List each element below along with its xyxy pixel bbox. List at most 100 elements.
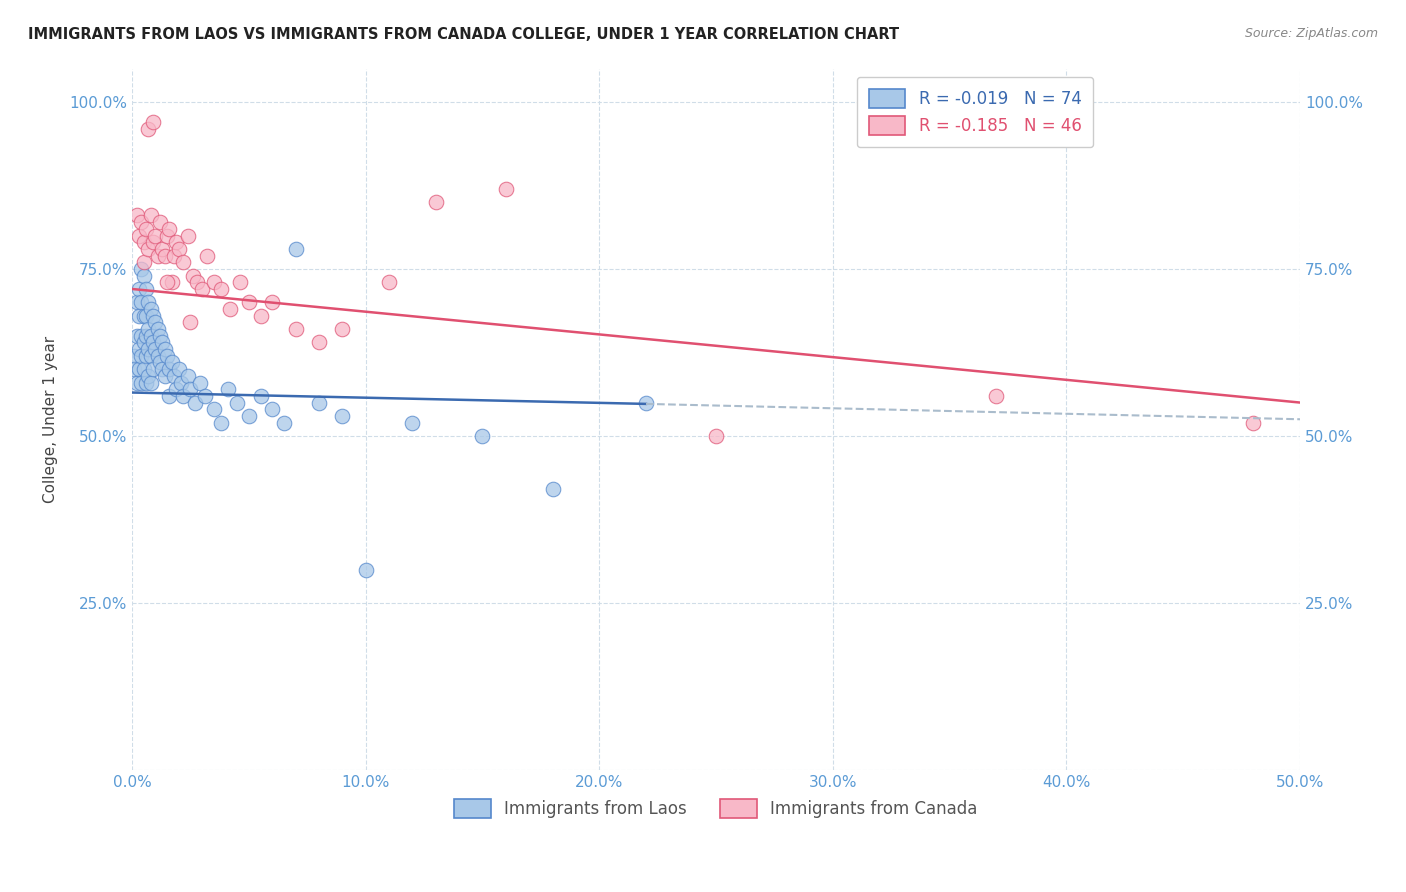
Text: IMMIGRANTS FROM LAOS VS IMMIGRANTS FROM CANADA COLLEGE, UNDER 1 YEAR CORRELATION: IMMIGRANTS FROM LAOS VS IMMIGRANTS FROM … — [28, 27, 900, 42]
Point — [124, 349, 146, 363]
Text: Source: ZipAtlas.com: Source: ZipAtlas.com — [1244, 27, 1378, 40]
Point — [135, 328, 157, 343]
Point — [195, 249, 218, 263]
Point — [139, 349, 162, 363]
Point — [128, 362, 150, 376]
Point — [153, 342, 176, 356]
Point — [238, 409, 260, 423]
Point — [128, 309, 150, 323]
Point — [132, 268, 155, 283]
Point — [131, 376, 153, 390]
Point — [163, 368, 186, 383]
Point — [160, 275, 183, 289]
Point — [131, 215, 153, 229]
Point — [138, 295, 160, 310]
Point — [139, 209, 162, 223]
Legend: Immigrants from Laos, Immigrants from Canada: Immigrants from Laos, Immigrants from Ca… — [447, 792, 984, 825]
Point — [149, 328, 172, 343]
Point — [146, 249, 169, 263]
Point — [156, 349, 179, 363]
Point — [125, 376, 148, 390]
Point — [273, 416, 295, 430]
Point — [1241, 416, 1264, 430]
Point — [284, 322, 307, 336]
Point — [172, 255, 194, 269]
Point — [209, 416, 232, 430]
Point — [179, 315, 201, 329]
Point — [193, 389, 215, 403]
Point — [634, 395, 657, 409]
Point — [128, 342, 150, 356]
Point — [159, 389, 181, 403]
Point — [219, 301, 242, 316]
Y-axis label: College, Under 1 year: College, Under 1 year — [44, 335, 58, 503]
Point — [152, 362, 174, 376]
Point — [202, 275, 225, 289]
Point — [378, 275, 401, 289]
Point — [163, 249, 186, 263]
Point — [184, 395, 207, 409]
Point — [142, 309, 165, 323]
Point — [145, 228, 167, 243]
Point — [471, 429, 494, 443]
Point — [131, 295, 153, 310]
Point — [146, 349, 169, 363]
Point — [128, 282, 150, 296]
Point — [149, 355, 172, 369]
Point — [228, 275, 250, 289]
Point — [132, 235, 155, 250]
Point — [172, 389, 194, 403]
Point — [131, 262, 153, 277]
Point — [149, 215, 172, 229]
Point — [330, 322, 353, 336]
Point — [186, 275, 208, 289]
Point — [124, 362, 146, 376]
Point — [142, 235, 165, 250]
Point — [139, 301, 162, 316]
Point — [138, 342, 160, 356]
Point — [191, 282, 214, 296]
Point — [181, 268, 204, 283]
Point — [153, 368, 176, 383]
Point — [495, 182, 517, 196]
Point — [152, 335, 174, 350]
Point — [308, 395, 330, 409]
Point — [125, 209, 148, 223]
Point — [138, 368, 160, 383]
Point — [125, 295, 148, 310]
Point — [135, 349, 157, 363]
Point — [238, 295, 260, 310]
Point — [401, 416, 423, 430]
Point — [135, 282, 157, 296]
Point — [135, 376, 157, 390]
Point — [188, 376, 211, 390]
Point — [354, 563, 377, 577]
Point — [132, 309, 155, 323]
Point — [249, 309, 271, 323]
Point — [135, 309, 157, 323]
Point — [145, 315, 167, 329]
Point — [152, 242, 174, 256]
Point — [177, 368, 200, 383]
Point — [177, 228, 200, 243]
Point — [156, 228, 179, 243]
Point — [153, 249, 176, 263]
Point — [159, 362, 181, 376]
Point — [166, 235, 188, 250]
Point — [125, 328, 148, 343]
Point — [145, 342, 167, 356]
Point — [425, 195, 447, 210]
Point — [704, 429, 727, 443]
Point — [166, 382, 188, 396]
Point — [159, 222, 181, 236]
Point — [132, 362, 155, 376]
Point — [209, 282, 232, 296]
Point — [138, 322, 160, 336]
Point — [308, 335, 330, 350]
Point — [541, 483, 564, 497]
Point — [986, 389, 1008, 403]
Point — [167, 242, 190, 256]
Point — [138, 242, 160, 256]
Point — [217, 382, 239, 396]
Point — [160, 355, 183, 369]
